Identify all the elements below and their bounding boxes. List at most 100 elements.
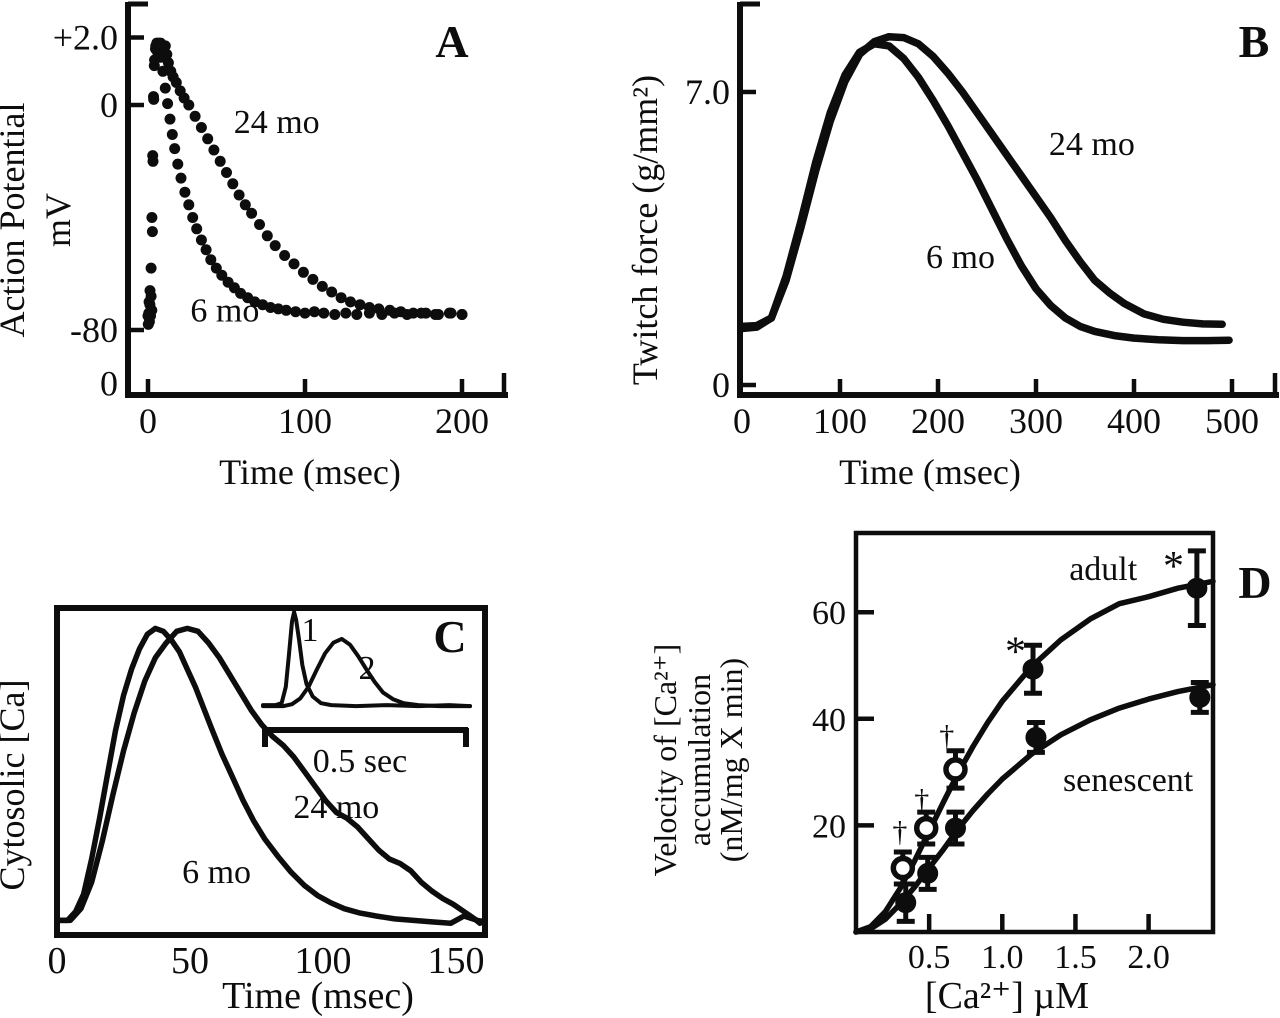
y-tick-label: 60 [812,595,846,632]
x-tick-label: 500 [1205,401,1259,441]
dot-24-mo [288,258,300,270]
dot-6-mo [183,199,195,211]
y-tick-label: 0 [712,365,730,405]
axis-x-title: Time (msec) [839,452,1021,492]
dot-24-mo [146,212,158,223]
x-tick-label: 150 [428,940,485,982]
panel-letter-b: B [1239,16,1270,67]
axis-y-title: Twitch force (g/mm²) [625,75,665,385]
dot-6-mo [456,309,468,320]
axis-y-title: Action Potential [0,103,32,338]
dot-24-mo [279,250,291,261]
axis-x-title: Time (msec) [219,452,401,492]
data-point-filled-senescent [944,817,966,839]
dot-6-mo [401,309,413,320]
dot-24-mo [326,286,338,298]
data-point-open-adult [943,757,968,782]
dot-24-mo [145,262,157,274]
plot-frame [853,530,1216,935]
dot-6-mo [172,158,184,170]
data-point-open-adult [913,815,939,841]
x-tick-label: 300 [1009,401,1063,441]
dot-24-mo [254,219,265,230]
dot-6-mo [280,304,292,316]
x-tick-label: 0 [139,401,157,441]
y-tick-label: +2.0 [53,18,118,58]
x-tick-label: 2.0 [1127,939,1170,976]
annotation-x: * [1163,544,1184,590]
dot-6-mo [205,254,217,266]
dot-6-mo [195,234,207,246]
data-point-filled-senescent [895,892,917,914]
dot-6-mo [415,307,427,319]
dot-6-mo [340,307,352,319]
x-tick-label: 400 [1107,401,1161,441]
curve-24-mo [54,625,489,927]
dot-6-mo [299,307,311,319]
x-tick-label: 0 [48,940,67,982]
dot-6-mo [175,172,187,184]
annotation-senescent: senescent [1063,762,1194,799]
annotation-x: * [1005,630,1026,676]
x-tick-label: 100 [295,940,352,982]
dot-24-mo [162,57,174,69]
curve-6-mo [54,625,489,927]
dot-24-mo [316,280,328,292]
dot-24-mo [233,189,245,201]
annotation-24-mo: 24 mo [293,789,379,826]
dot-24-mo [345,296,356,308]
x-tick-label: 0.5 [908,939,951,976]
dot-6-mo [429,309,441,320]
panel-b: 0 100 200 300 400 500 7.0 0 24 mo 6 mo Time (msec)… [625,1,1279,492]
panel-letter-a: A [435,16,468,67]
dot-6-mo [162,98,174,110]
x-tick-label: 0 [733,401,751,441]
x-tick-label: 200 [911,401,965,441]
data-point-filled-senescent [1025,726,1047,748]
data-point-open-adult [890,855,916,881]
dot-6-mo [187,212,199,223]
inset-trace-label: 1 [302,612,319,649]
inset-trace-2 [261,636,472,709]
annotation-6-mo: 6 mo [190,293,259,330]
panel-letter-c: C [433,611,466,662]
axis-y-title: (nM/mg X min) [713,658,749,862]
annotation-x: † [939,720,954,753]
dot-6-mo [159,82,171,94]
annotation-x: † [892,815,907,848]
dot-24-mo [221,167,232,178]
y-tick-label: 0 [100,85,118,125]
dot-24-mo [335,292,347,304]
data-point-filled-senescent [917,862,939,884]
dot-6-mo [146,226,158,238]
axis-y-title: accumulation [681,674,717,846]
axis-x-title: Time (msec) [222,975,414,1017]
inset-trace-label: 2 [359,650,376,687]
dot-6-mo [389,307,400,319]
dot-24-mo [261,230,273,242]
panel-a: 0 100 200 +2.0 0 -80 0 24 mo 6 mo Time (msec) Acti… [0,1,508,492]
dot-6-mo [200,244,212,256]
data-point-filled-senescent [1189,686,1211,708]
dot-24-mo [354,299,366,311]
dot-6-mo [318,307,330,319]
axis-y-title: mV [38,193,78,247]
axis-y-title: Velocity of [Ca²⁺] [647,644,683,877]
axis-y-title: Cytosolic [Ca] [0,680,32,891]
dot-6-mo [164,113,176,125]
dot-24-mo [214,155,226,167]
dot-6-mo [179,186,191,198]
dot-6-mo [166,129,178,140]
dot-24-mo [246,207,258,219]
dot-6-mo [290,306,302,318]
dot-6-mo [153,37,165,49]
dot-6-mo [145,290,157,302]
dot-6-mo [216,269,228,281]
dot-24-mo [170,77,182,88]
y-tick-label: 20 [812,808,846,845]
dot-6-mo [191,223,203,235]
dot-6-mo [329,309,341,320]
dot-24-mo [239,199,251,211]
